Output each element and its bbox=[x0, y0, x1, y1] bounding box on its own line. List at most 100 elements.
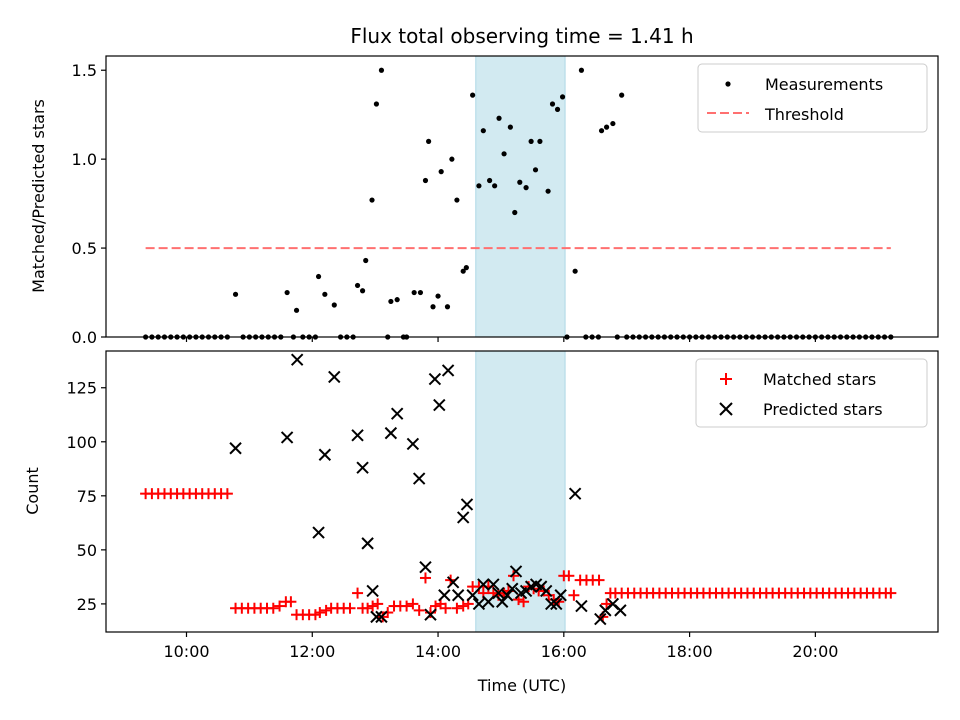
matched-stars-points bbox=[140, 488, 897, 623]
measurement-point bbox=[619, 92, 625, 98]
predicted-star-point bbox=[318, 448, 332, 461]
measurement-point bbox=[411, 289, 417, 296]
predicted-star-point bbox=[375, 610, 388, 624]
measurement-point bbox=[388, 298, 394, 305]
measurement-point bbox=[578, 67, 585, 73]
measurement-point bbox=[444, 304, 451, 310]
y-tick-label: 1.5 bbox=[72, 61, 97, 80]
measurement-point bbox=[528, 138, 534, 144]
bottom-shaded-span bbox=[475, 350, 566, 633]
legend-matched-label: Matched stars bbox=[763, 370, 876, 389]
predicted-star-point bbox=[482, 595, 495, 608]
measurement-point bbox=[545, 188, 551, 194]
top-y-axis: 0.0 0.5 1.0 1.5 bbox=[72, 61, 106, 347]
measurement-point bbox=[232, 291, 239, 297]
predicted-star-point bbox=[419, 560, 432, 574]
matched-star-point bbox=[407, 598, 419, 610]
y-tick-label: 0.0 bbox=[72, 328, 97, 347]
matched-star-point bbox=[473, 581, 485, 593]
top-x-ticks bbox=[185, 337, 816, 342]
measurement-point bbox=[549, 101, 556, 107]
measurement-point bbox=[487, 177, 493, 184]
y-tick-label: 75 bbox=[77, 487, 97, 506]
predicted-star-point bbox=[384, 426, 398, 440]
x-tick-label: 12:00 bbox=[289, 642, 335, 661]
top-legend-box bbox=[697, 63, 928, 133]
top-shaded-span bbox=[475, 55, 566, 338]
measurement-point bbox=[394, 297, 400, 303]
predicted-star-point bbox=[554, 589, 567, 602]
predicted-star-point bbox=[451, 589, 465, 602]
matched-star-point bbox=[362, 602, 374, 614]
matched-star-point bbox=[352, 587, 364, 599]
predicted-star-point bbox=[594, 612, 607, 626]
chart-title: Flux total observing time = 1.41 h bbox=[350, 24, 693, 48]
top-axes-frame bbox=[105, 55, 939, 338]
bottom-y-axis: 25 50 75 100 125 bbox=[66, 379, 106, 614]
measurement-point bbox=[463, 265, 469, 271]
measurement-point bbox=[363, 257, 369, 264]
predicted-star-point bbox=[575, 599, 588, 613]
measurement-point bbox=[501, 151, 507, 157]
matched-star-point bbox=[451, 602, 463, 614]
legend-predicted-marker bbox=[719, 402, 733, 416]
predicted-star-point bbox=[412, 472, 426, 485]
measurement-point bbox=[293, 307, 300, 313]
predicted-star-point bbox=[406, 437, 420, 451]
measurement-point bbox=[417, 289, 424, 296]
measurement-point bbox=[598, 128, 605, 134]
measurement-point bbox=[435, 293, 441, 299]
top-y-axis-label: Matched/Predicted stars bbox=[29, 99, 48, 293]
matched-star-point bbox=[563, 570, 575, 582]
top-panel: 0.0 0.5 1.0 1.5 Matched/Predicted stars Mea… bbox=[29, 55, 939, 347]
predicted-star-point bbox=[614, 604, 627, 617]
matched-star-point bbox=[267, 602, 279, 614]
predicted-star-point bbox=[568, 487, 582, 500]
predicted-star-point bbox=[472, 597, 486, 611]
predicted-star-point bbox=[487, 578, 500, 591]
matched-star-point bbox=[372, 598, 384, 610]
measurement-point bbox=[369, 197, 375, 203]
measurement-point bbox=[492, 183, 498, 189]
matched-star-point bbox=[593, 574, 605, 586]
x-tick-label: 16:00 bbox=[541, 642, 587, 661]
predicted-star-point bbox=[506, 582, 519, 595]
predicted-star-point bbox=[441, 364, 455, 377]
measurement-point bbox=[512, 209, 518, 216]
matched-star-point bbox=[457, 600, 469, 612]
y-tick-label: 0.5 bbox=[72, 239, 97, 258]
measurement-point bbox=[559, 94, 566, 100]
predicted-star-point bbox=[433, 398, 446, 412]
predicted-star-point bbox=[366, 584, 379, 598]
bottom-legend: Matched stars Predicted stars bbox=[695, 358, 928, 428]
predicted-star-point bbox=[290, 353, 304, 366]
x-tick-label: 10:00 bbox=[163, 642, 209, 661]
measurement-point bbox=[470, 92, 476, 98]
measurement-point bbox=[449, 156, 455, 162]
measurement-point bbox=[572, 268, 578, 274]
measurement-point bbox=[284, 289, 290, 296]
matched-star-point bbox=[320, 604, 332, 616]
matched-star-point bbox=[601, 598, 613, 610]
measurement-point bbox=[322, 291, 328, 297]
measurement-point bbox=[373, 101, 380, 107]
predicted-stars-points bbox=[229, 353, 627, 626]
matched-star-point bbox=[274, 600, 286, 612]
matched-star-point bbox=[440, 602, 452, 614]
matched-star-point bbox=[314, 607, 326, 619]
measurement-point bbox=[426, 138, 432, 144]
measurement-point bbox=[454, 197, 460, 203]
predicted-star-point bbox=[428, 372, 442, 386]
measurement-point bbox=[331, 302, 337, 308]
measurement-point bbox=[537, 138, 543, 144]
legend-predicted-label: Predicted stars bbox=[763, 400, 883, 419]
matched-star-point bbox=[424, 607, 436, 619]
predicted-star-point bbox=[351, 429, 364, 442]
y-tick-label: 50 bbox=[77, 541, 97, 560]
predicted-star-point bbox=[477, 578, 490, 591]
matched-star-point bbox=[419, 572, 431, 584]
matched-star-point bbox=[367, 600, 379, 612]
measurement-point bbox=[496, 115, 502, 121]
bottom-x-axis: 10:00 12:00 14:00 16:00 18:00 20:00 bbox=[163, 632, 838, 661]
